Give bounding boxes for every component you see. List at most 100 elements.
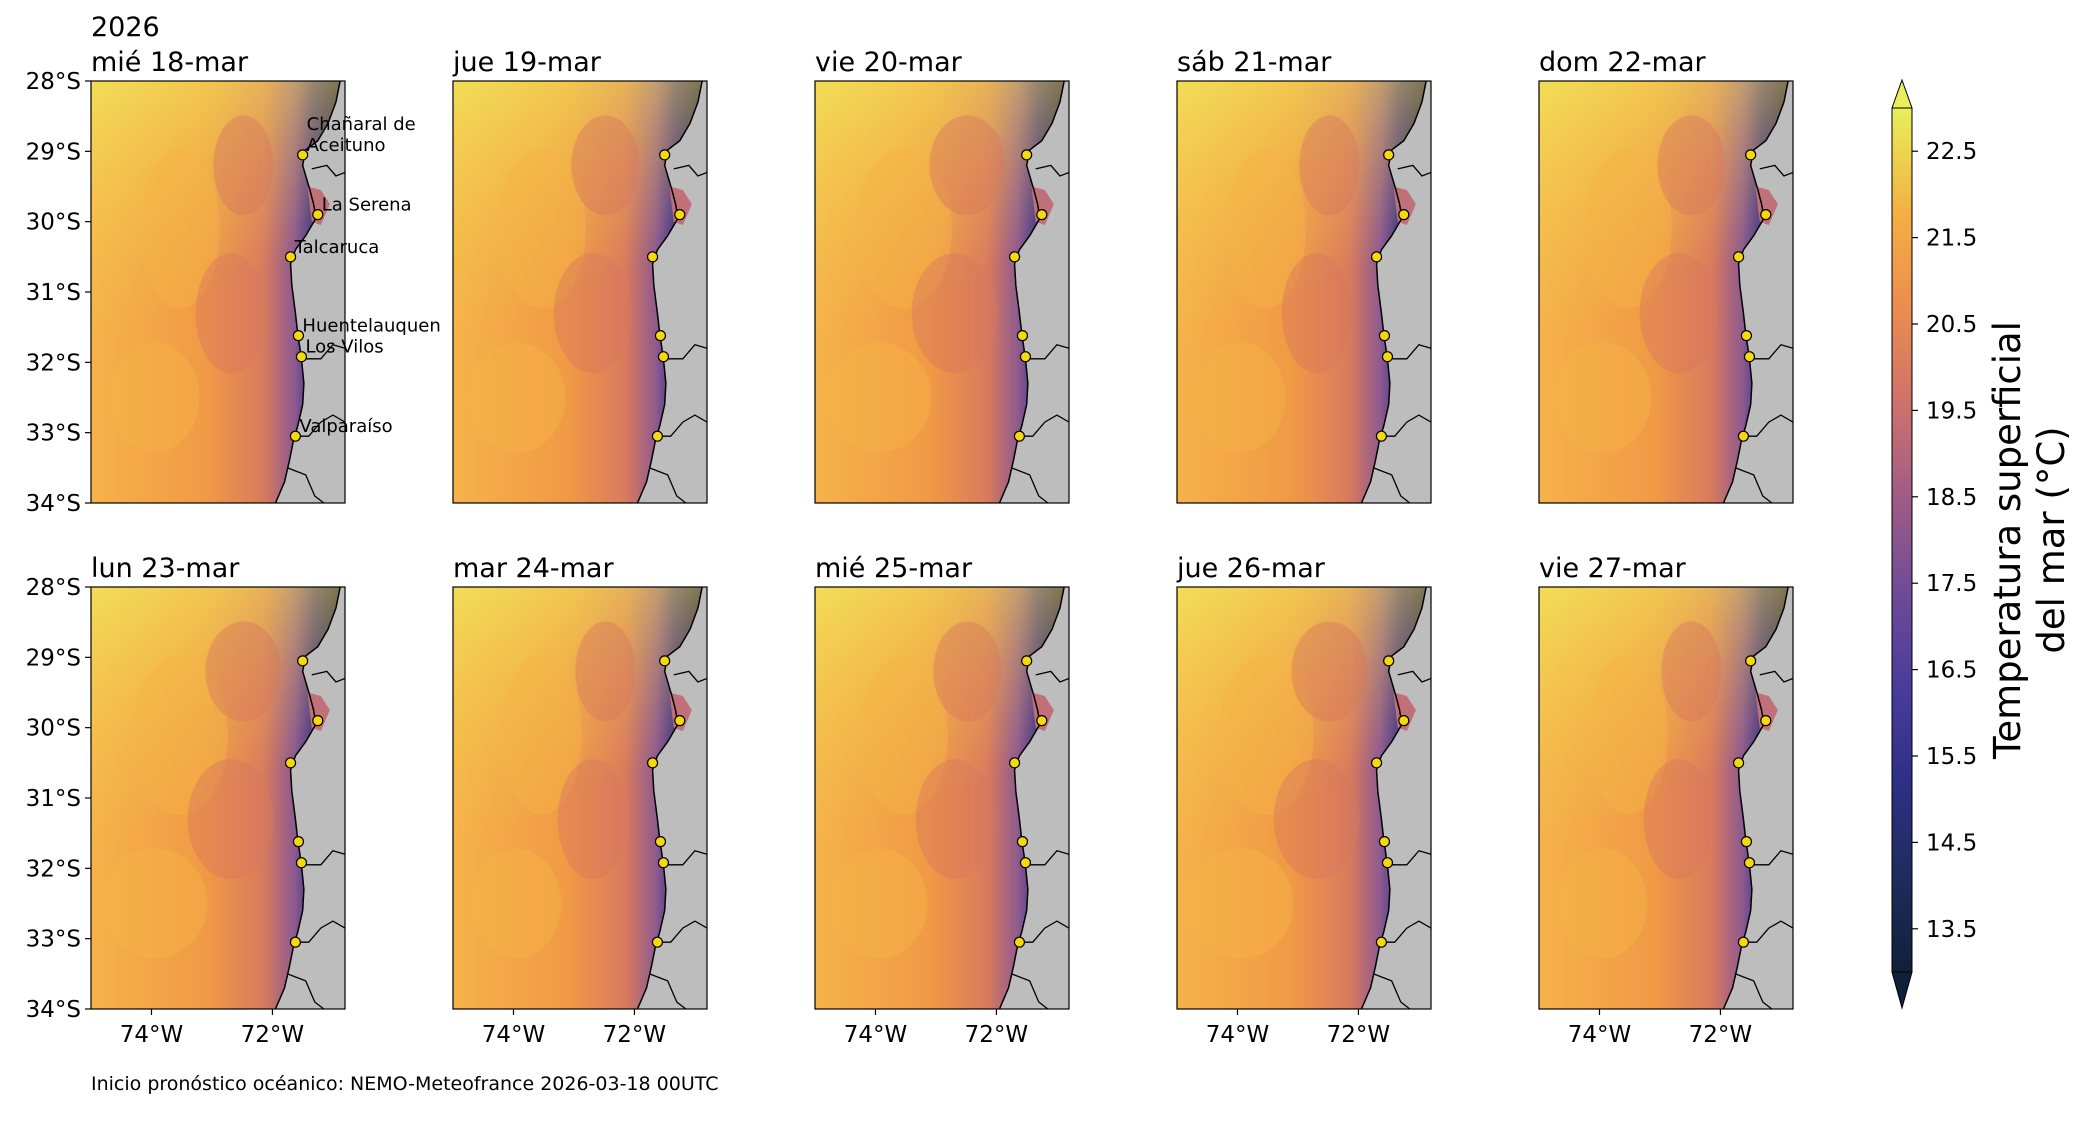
- location-marker: [289, 430, 302, 442]
- location-marker: [674, 715, 686, 727]
- location-marker: [646, 757, 659, 769]
- sea-eddy: [1291, 621, 1368, 722]
- region-border: [664, 344, 707, 360]
- sea-eddy: [497, 148, 586, 309]
- land-mass: [1361, 587, 1431, 1009]
- colorbar-label-line: Temperatura superficial: [1986, 321, 2029, 760]
- land-mass: [999, 587, 1069, 1009]
- y-tick-label: 28°S: [26, 575, 81, 601]
- panel-title: mié 25-mar: [815, 553, 973, 584]
- panel-title: dom 22-mar: [1539, 47, 1706, 78]
- location-marker: [312, 209, 324, 221]
- land-mass: [275, 587, 345, 1009]
- location-marker: [1398, 209, 1410, 221]
- map-panel: mié 18-mar 28°S 29°S 30°S 31°S 32°S 33°S 34°S Ch…: [26, 47, 441, 517]
- map-panel: vie 27-mar 74°W 72°W: [1538, 553, 1794, 1048]
- location-marker: [1370, 757, 1383, 769]
- colorbar: 13.5 14.5 15.5 16.5 17.5 18.5 19.5 20.5 21.5 22.5…: [1891, 78, 2073, 1010]
- location-marker: [1016, 836, 1029, 848]
- sea-eddy: [471, 848, 562, 959]
- sea-eddy: [1661, 621, 1722, 722]
- location-marker: [295, 857, 308, 869]
- location-marker: [312, 715, 324, 727]
- panel-body: [1539, 587, 1793, 1009]
- region-border: [1735, 973, 1773, 1009]
- location-marker: [659, 655, 671, 667]
- location-marker: [297, 149, 309, 161]
- coastline: [636, 587, 703, 1009]
- sea-eddy: [571, 115, 640, 216]
- sea-eddy: [1657, 115, 1726, 216]
- location-marker: [1381, 351, 1394, 363]
- region-border: [1026, 344, 1069, 360]
- sea-eddy: [825, 342, 932, 453]
- colorbar-label: Temperatura superficialdel mar (°C): [1986, 321, 2073, 760]
- sea-eddy: [101, 848, 208, 959]
- colorbar-min-extend: [1891, 971, 1913, 1010]
- land-mass: [637, 81, 707, 503]
- panel-frame: [1176, 586, 1432, 1010]
- sea-eddy: [1587, 654, 1668, 815]
- region-border: [1388, 344, 1431, 360]
- region-border: [311, 670, 345, 683]
- coastline: [636, 81, 703, 503]
- location-marker: [1740, 330, 1753, 342]
- location-marker: [1019, 857, 1032, 869]
- region-border: [673, 670, 707, 683]
- y-tick-label: 32°S: [26, 350, 81, 376]
- panel-title: vie 27-mar: [1539, 553, 1687, 584]
- sea-eddy: [929, 115, 1006, 216]
- panel-body: [815, 587, 1069, 1009]
- panel-title: lun 23-mar: [91, 553, 240, 584]
- x-tick-label: 74°W: [1206, 1022, 1270, 1048]
- coastline: [998, 81, 1065, 503]
- location-marker: [1013, 936, 1026, 948]
- y-tick-label: 31°S: [26, 280, 81, 306]
- region-border: [1382, 920, 1431, 943]
- location-label: Aceituno: [307, 135, 386, 156]
- land-mass: [637, 587, 707, 1009]
- location-marker: [651, 430, 664, 442]
- colorbar-tick-label: 13.5: [1926, 917, 1977, 943]
- region-border: [1397, 670, 1431, 683]
- colorbar-body: [1892, 108, 1912, 972]
- location-marker: [1019, 351, 1032, 363]
- land-mass: [275, 81, 345, 503]
- location-marker: [1760, 715, 1772, 727]
- location-marker: [284, 251, 297, 263]
- region-border: [1382, 414, 1431, 437]
- region-border: [649, 973, 687, 1009]
- location-marker: [1383, 149, 1395, 161]
- sea-eddy: [1281, 253, 1352, 374]
- location-marker: [1008, 757, 1021, 769]
- region-border: [658, 414, 707, 437]
- region-border: [1759, 670, 1793, 683]
- location-marker: [1036, 715, 1048, 727]
- coastline: [1360, 81, 1427, 503]
- location-label: Valparaíso: [299, 416, 392, 437]
- region-border: [658, 920, 707, 943]
- sea-eddy: [1225, 148, 1306, 309]
- colorbar-frame: [1891, 107, 1913, 973]
- sea-eddy: [915, 759, 994, 880]
- sea-eddy: [557, 759, 628, 880]
- panel-body: [91, 587, 345, 1009]
- y-tick-label: 32°S: [26, 856, 81, 882]
- panel-title: jue 26-mar: [1176, 553, 1326, 584]
- region-border: [1011, 973, 1049, 1009]
- location-marker: [657, 857, 670, 869]
- x-tick-label: 74°W: [844, 1022, 908, 1048]
- location-marker: [1398, 715, 1410, 727]
- sea-eddy: [501, 654, 582, 815]
- map-panel: sáb 21-mar: [1176, 47, 1432, 504]
- panel-body: [815, 81, 1069, 503]
- region-border: [1020, 920, 1069, 943]
- map-panel: jue 26-mar 74°W 72°W: [1176, 553, 1432, 1048]
- region-border: [287, 973, 325, 1009]
- sea-eddy: [1195, 342, 1286, 453]
- panel-title: mar 24-mar: [453, 553, 614, 584]
- location-marker: [1732, 251, 1745, 263]
- x-tick-label: 72°W: [1327, 1022, 1391, 1048]
- panel-title: jue 19-mar: [452, 47, 602, 78]
- location-marker: [1378, 836, 1391, 848]
